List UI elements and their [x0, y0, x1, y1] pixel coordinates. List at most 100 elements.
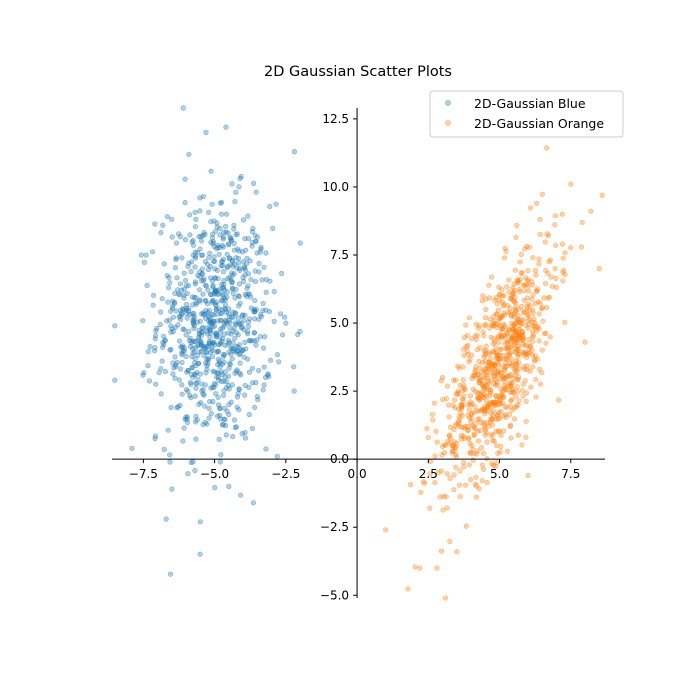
scatter-point — [498, 443, 504, 450]
scatter-point — [407, 482, 414, 488]
scatter-point — [159, 296, 165, 302]
scatter-point — [276, 359, 282, 365]
scatter-point — [520, 393, 526, 399]
scatter-point — [234, 231, 240, 237]
scatter-point — [188, 269, 194, 275]
scatter-point — [444, 505, 450, 511]
scatter-point — [283, 320, 289, 326]
scatter-point — [487, 295, 493, 301]
scatter-point — [242, 291, 248, 298]
scatter-point — [513, 394, 519, 400]
scatter-point — [516, 332, 522, 338]
scatter-point — [458, 410, 464, 416]
scatter-point — [224, 294, 230, 300]
scatter-point — [256, 269, 262, 275]
scatter-point — [192, 281, 198, 287]
scatter-point — [539, 370, 545, 376]
scatter-point — [233, 189, 239, 195]
scatter-point — [515, 317, 521, 323]
scatter-point — [245, 323, 251, 330]
scatter-point — [493, 416, 499, 422]
scatter-point — [481, 391, 487, 398]
scatter-point — [458, 401, 464, 408]
legend-label: 2D-Gaussian Blue — [474, 96, 586, 111]
scatter-point — [176, 377, 182, 383]
scatter-point — [274, 352, 281, 358]
scatter-point — [222, 342, 228, 349]
scatter-point — [518, 303, 525, 310]
scatter-point — [461, 393, 467, 399]
scatter-point — [149, 249, 156, 255]
scatter-point — [175, 404, 181, 410]
scatter-point — [442, 595, 449, 601]
scatter-point — [238, 325, 245, 331]
scatter-point — [182, 199, 188, 206]
scatter-point — [501, 301, 507, 308]
scatter-point — [199, 329, 205, 335]
scatter-point — [193, 413, 199, 420]
scatter-point — [481, 333, 487, 339]
scatter-point — [579, 219, 585, 225]
scatter-point — [172, 354, 178, 360]
scatter-point — [429, 411, 436, 417]
scatter-point — [218, 452, 224, 458]
scatter-point — [226, 314, 232, 320]
scatter-point — [168, 329, 174, 335]
scatter-point — [229, 286, 235, 292]
scatter-point — [475, 428, 481, 434]
scatter-point — [192, 224, 199, 230]
scatter-point — [503, 248, 509, 254]
scatter-point — [524, 295, 531, 301]
scatter-point — [176, 338, 183, 344]
scatter-point — [533, 394, 539, 400]
scatter-point — [291, 388, 297, 394]
scatter-point — [208, 275, 214, 281]
scatter-point — [190, 242, 197, 248]
scatter-point — [242, 236, 248, 242]
scatter-point — [508, 398, 514, 404]
scatter-point — [588, 208, 594, 214]
scatter-point — [181, 295, 187, 301]
scatter-point — [152, 345, 158, 351]
scatter-point — [172, 324, 178, 330]
scatter-point — [173, 364, 179, 370]
scatter-point — [490, 348, 497, 355]
scatter-point — [243, 247, 249, 253]
scatter-point — [230, 309, 236, 315]
scatter-point — [498, 432, 504, 438]
scatter-point — [519, 388, 526, 394]
scatter-point — [512, 339, 518, 345]
scatter-point — [553, 275, 559, 282]
scatter-point — [508, 435, 514, 441]
scatter-point — [176, 314, 182, 320]
scatter-point — [231, 222, 237, 228]
scatter-point — [512, 405, 518, 411]
scatter-point — [531, 358, 538, 364]
scatter-point — [200, 291, 206, 297]
scatter-point — [164, 318, 170, 324]
scatter-point — [263, 289, 269, 295]
scatter-point — [455, 363, 461, 369]
scatter-point — [490, 462, 497, 469]
scatter-point — [514, 222, 520, 228]
scatter-point — [181, 270, 187, 276]
scatter-point — [263, 250, 269, 256]
scatter-point — [516, 286, 522, 293]
scatter-point — [213, 334, 219, 340]
scatter-point — [218, 340, 224, 346]
scatter-point — [179, 350, 185, 356]
scatter-point — [227, 255, 233, 261]
scatter-point — [188, 340, 194, 346]
scatter-point — [517, 276, 523, 282]
scatter-point — [494, 382, 501, 388]
scatter-point — [235, 293, 241, 299]
scatter-point — [207, 334, 213, 341]
scatter-point — [501, 293, 507, 299]
scatter-point — [383, 527, 389, 533]
scatter-point — [222, 317, 228, 323]
scatter-point — [215, 356, 221, 362]
scatter-point — [465, 435, 472, 441]
scatter-point — [491, 373, 497, 379]
scatter-point — [193, 385, 199, 391]
scatter-point — [260, 307, 266, 314]
